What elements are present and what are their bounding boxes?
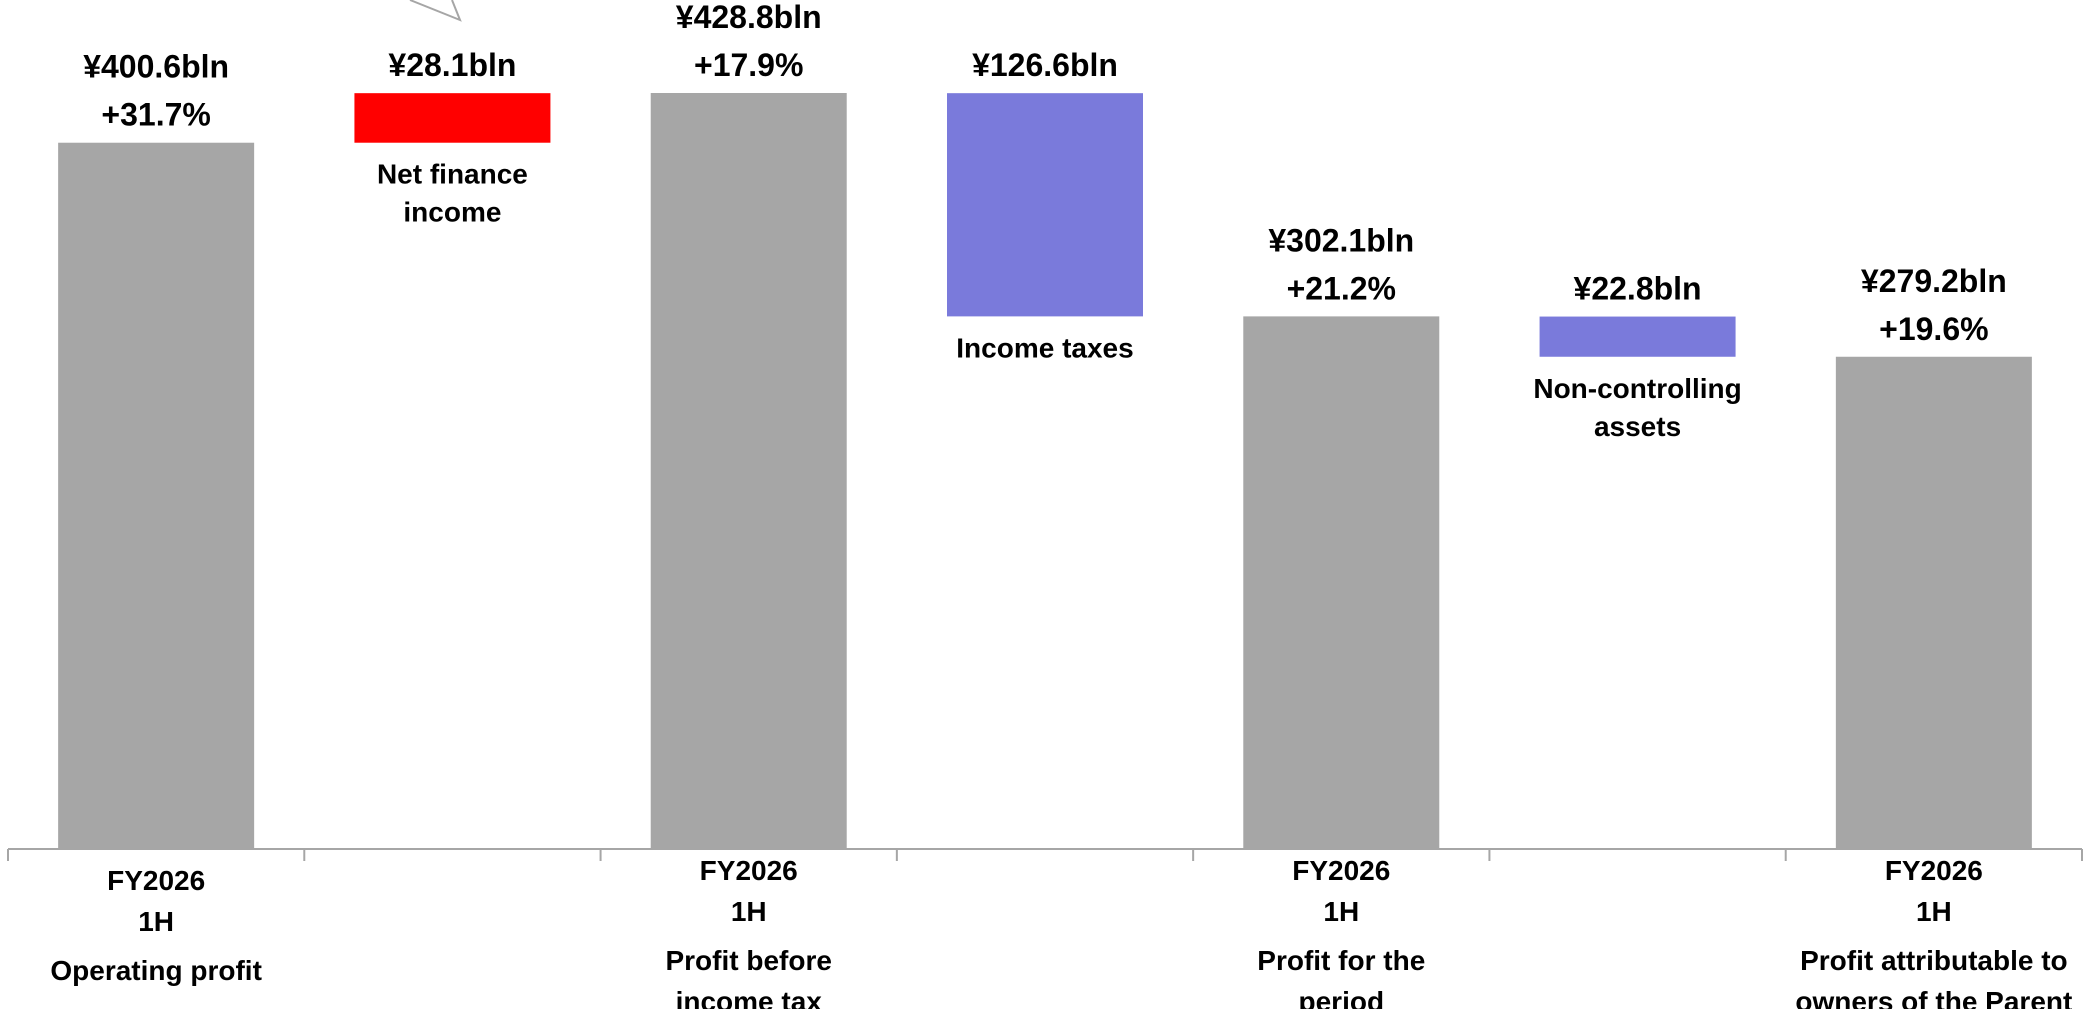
labels-layer: ¥400.6bln +31.7% ¥28.1bln Net finance income… (50, 0, 2072, 1009)
x-tick-label: FY2026 (1292, 855, 1390, 886)
bar-value-label: ¥279.2bln (1861, 263, 2007, 299)
x-tick-label: 1H (1916, 896, 1952, 927)
bar-total (1835, 356, 2032, 849)
x-tick-label: owners of the Parent (1795, 986, 2072, 1009)
bar-change-label: +31.7% (101, 97, 210, 133)
bar-change-label: +21.2% (1287, 270, 1396, 306)
bar-value-label: ¥302.1bln (1268, 222, 1414, 258)
x-axis (7, 848, 2083, 861)
x-tick-label: Profit for the (1257, 945, 1425, 976)
callout-pointer (409, 0, 462, 22)
x-tick-label: Profit before (665, 945, 831, 976)
bar-inner-label: Net finance (377, 159, 528, 190)
bars-layer (58, 93, 2032, 850)
bar-total (1243, 316, 1440, 850)
bar-inner-label: Non-controlling (1533, 373, 1741, 404)
x-tick-label: FY2026 (700, 855, 798, 886)
bar-inner-label: assets (1594, 411, 1681, 442)
bar-value-label: ¥126.6bln (972, 47, 1118, 83)
bar-decrease (947, 93, 1143, 317)
bar-value-label: ¥22.8bln (1574, 271, 1702, 307)
x-tick-label: 1H (731, 896, 767, 927)
bar-inner-label: Income taxes (956, 332, 1133, 363)
bar-value-label: ¥428.8bln (676, 0, 822, 35)
bar-inner-label: income (403, 197, 501, 228)
bar-value-label: ¥400.6bln (83, 49, 229, 85)
bar-decrease (1539, 316, 1736, 357)
bar-value-label: ¥28.1bln (388, 47, 516, 83)
bar-change-label: +19.6% (1879, 311, 1988, 347)
x-tick-label: 1H (138, 906, 174, 937)
x-tick-label: income tax (676, 986, 823, 1009)
x-tick-label: FY2026 (107, 865, 205, 896)
bar-total (58, 142, 255, 850)
x-tick-label: period (1299, 986, 1385, 1009)
x-tick-label: 1H (1323, 896, 1359, 927)
bar-total (650, 93, 847, 849)
x-tick-label: FY2026 (1885, 855, 1983, 886)
bar-increase (354, 93, 551, 143)
x-tick-label: Operating profit (50, 955, 262, 986)
x-tick-label: Profit attributable to (1800, 945, 2068, 976)
bar-change-label: +17.9% (694, 47, 803, 83)
